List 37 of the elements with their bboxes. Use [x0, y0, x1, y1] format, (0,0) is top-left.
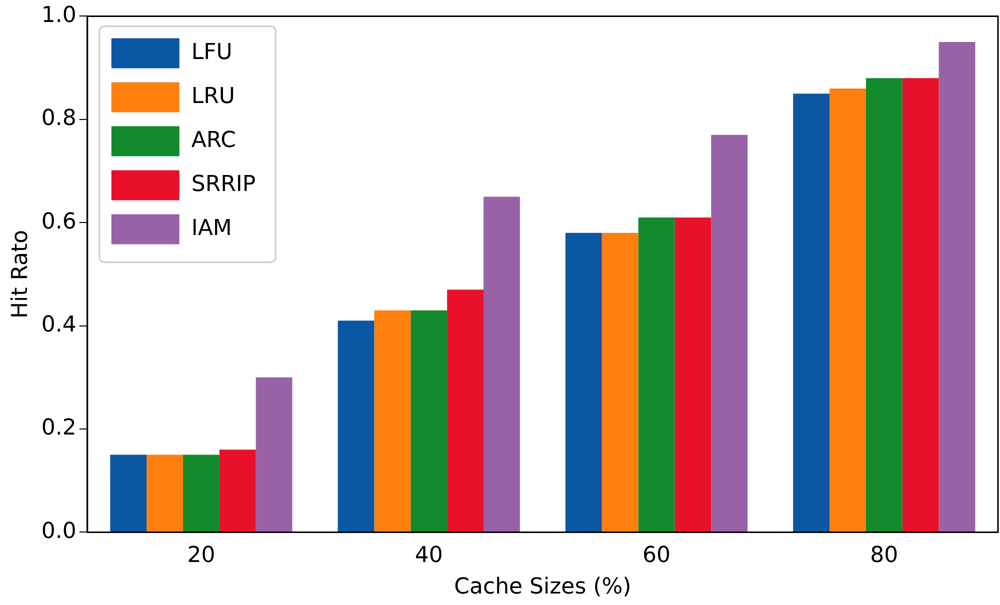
legend-label: SRRIP: [191, 172, 256, 197]
x-tick-label: 20: [187, 543, 216, 568]
x-tick-label: 80: [870, 543, 898, 568]
bar: [256, 377, 292, 532]
bar: [410, 310, 448, 532]
y-tick-label: 0.4: [41, 312, 76, 338]
y-tick-label: 0.2: [41, 416, 76, 441]
bar: [183, 454, 220, 532]
y-tick-label: 1.0: [41, 2, 76, 28]
bar: [338, 320, 374, 532]
y-tick-label: 0.6: [41, 209, 76, 234]
bar: [484, 196, 520, 532]
x-axis-title: Cache Sizes (%): [454, 574, 632, 600]
bar: [447, 290, 484, 532]
bar: [711, 134, 748, 532]
x-tick-label: 60: [642, 543, 671, 568]
bar: [602, 232, 638, 532]
x-tick-label: 40: [414, 543, 443, 568]
bar: [830, 88, 866, 532]
y-tick-label: 0.8: [41, 106, 76, 132]
bar: [674, 217, 712, 532]
y-tick-label: 0.0: [41, 518, 76, 544]
legend-label: IAM: [191, 216, 232, 241]
y-axis-title: Hit Rato: [8, 230, 33, 319]
bar: [866, 78, 902, 532]
legend-label: LFU: [191, 40, 232, 65]
bar: [638, 217, 675, 532]
legend-label: ARC: [191, 128, 236, 153]
bar: [219, 450, 256, 532]
legend-label: LRU: [191, 84, 236, 109]
bar: [902, 78, 939, 532]
bar: [793, 94, 830, 532]
bar: [938, 42, 976, 532]
bar: [110, 454, 147, 532]
bar: [146, 454, 183, 532]
bar: [565, 232, 602, 532]
bar: [374, 310, 411, 532]
